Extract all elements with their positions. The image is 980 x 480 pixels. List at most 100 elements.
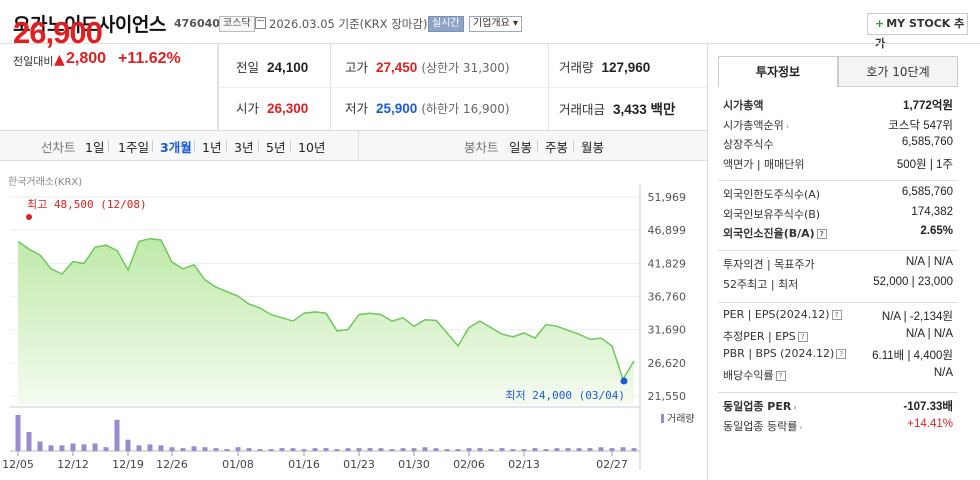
x-tick-label: 02/13 — [508, 458, 540, 471]
tab-separator — [537, 140, 538, 152]
volume-bar — [323, 448, 329, 451]
info-value: 6,585,760 — [901, 136, 953, 148]
y-tick-label: 36,760 — [648, 290, 687, 303]
x-tick-label: 01/16 — [288, 458, 320, 471]
volume-bar — [257, 449, 263, 451]
tab-orderbook-10[interactable]: 호가 10단계 — [838, 56, 958, 87]
help-icon[interactable]: ? — [831, 310, 842, 320]
info-row[interactable]: 동일업종 등락률 › +14.41% — [723, 418, 953, 437]
my-stock-add-button[interactable]: + MY STOCK 추가 — [867, 13, 968, 50]
volume-bar — [92, 443, 98, 451]
volume-bar — [554, 448, 560, 451]
volume-bar — [81, 444, 87, 451]
tab-separator — [152, 140, 153, 152]
price-box — [0, 44, 218, 130]
volume-bar — [279, 448, 285, 451]
volume-bar — [510, 449, 516, 451]
volume-bar — [235, 447, 241, 451]
info-divider — [718, 250, 958, 251]
chevron-right-icon: › — [799, 422, 803, 432]
volume-bar — [455, 449, 461, 451]
volume-bar — [367, 448, 373, 451]
stat-value: 25,900 — [376, 101, 418, 116]
upper-limit: (상한가 31,300) — [421, 61, 510, 75]
tab-separator — [290, 140, 291, 152]
info-row: 외국인보유주식수(B) 174,382 — [723, 206, 953, 225]
chevron-right-icon: › — [793, 403, 797, 412]
info-value: 174,382 — [911, 205, 953, 218]
info-row: PER | EPS(2024.12)? N/A | -2,134원 — [723, 308, 953, 327]
info-value: 6,585,760 — [901, 186, 953, 198]
stat-amount: 거래대금 3,433 백만 — [559, 98, 675, 118]
info-key: 외국인보유주식수(B) — [723, 207, 821, 221]
panel-divider — [707, 44, 708, 480]
info-value: 6.11배 | 4,400원 — [872, 350, 953, 362]
tab-daily[interactable]: 일봉 — [509, 140, 533, 155]
volume-bar — [609, 448, 615, 451]
volume-bar — [37, 441, 43, 451]
info-key: 배당수익률? — [723, 367, 786, 383]
tab-weekly[interactable]: 주봉 — [545, 140, 569, 155]
tab-invest-info[interactable]: 투자정보 — [718, 56, 838, 87]
tab-1w[interactable]: 1주일 — [118, 140, 149, 155]
tab-3y[interactable]: 3년 — [234, 140, 254, 155]
help-icon[interactable]: ? — [816, 229, 827, 239]
tab-separator — [108, 140, 109, 152]
volume-bar — [411, 448, 417, 451]
tab-1y[interactable]: 1년 — [202, 140, 222, 155]
realtime-button[interactable]: 실시간 — [428, 16, 464, 32]
change-value: 2,800 — [66, 50, 107, 67]
info-key: PBR | BPS (2024.12)? — [723, 347, 847, 360]
volume-bar — [576, 448, 582, 451]
info-key: 투자의견 | 목표주가 — [723, 258, 815, 271]
volume-bar — [400, 448, 406, 451]
tab-underline-gap — [719, 86, 837, 87]
stat-label: 시가 — [236, 101, 260, 116]
line-chart-label: 선차트 — [41, 140, 76, 155]
volume-bar — [158, 445, 164, 451]
volume-bar — [378, 448, 384, 451]
volume-bar — [444, 449, 450, 451]
stat-label: 거래대금 — [559, 102, 606, 117]
stock-code: 476040 — [174, 17, 220, 30]
info-key: 시가총액 — [723, 99, 764, 112]
info-value: N/A — [933, 366, 953, 379]
tab-separator — [226, 140, 227, 152]
info-value: 코스닥 547위 — [888, 119, 953, 132]
info-row: 외국인한도주식수(A) 6,585,760 — [723, 186, 953, 205]
stat-label: 거래량 — [559, 60, 594, 75]
y-tick-label: 26,620 — [648, 357, 687, 370]
stat-value: 24,100 — [267, 60, 309, 75]
volume-bar — [620, 447, 626, 451]
tab-1d[interactable]: 1일 — [85, 140, 105, 155]
info-row[interactable]: 동일업종 PER › -107.33배 — [723, 398, 953, 417]
header-divider — [0, 43, 980, 44]
stat-prev: 전일 24,100 — [236, 57, 308, 76]
info-row: 시가총액 1,772억원 — [723, 97, 953, 116]
tab-5y[interactable]: 5년 — [266, 140, 286, 155]
x-tick-label: 01/08 — [222, 458, 254, 471]
help-icon[interactable]: ? — [797, 331, 808, 342]
volume-bar — [356, 448, 362, 451]
info-key: 추정PER | EPS? — [723, 328, 808, 344]
help-icon[interactable]: ? — [775, 370, 786, 381]
info-value: 500원 | 1주 — [896, 158, 953, 171]
tab-10y[interactable]: 10년 — [298, 140, 326, 155]
tab-3m[interactable]: 3개월 — [160, 140, 192, 155]
volume-bar — [598, 447, 604, 451]
high-label: 최고 48,500 (12/08) — [27, 198, 147, 211]
stat-label: 저가 — [345, 101, 369, 116]
volume-bar — [543, 449, 549, 451]
help-icon[interactable]: ? — [836, 349, 847, 359]
info-row[interactable]: 시가총액순위 › 코스닥 547위 — [723, 117, 953, 136]
candle-chart-label: 봉차트 — [464, 140, 499, 155]
volume-bar — [191, 446, 197, 451]
volume-bar — [136, 445, 142, 451]
my-stock-label: MY STOCK 추가 — [875, 17, 965, 50]
info-row: 추정PER | EPS? N/A | N/A — [723, 328, 953, 347]
volume-legend-label: 거래량 — [667, 413, 695, 425]
price-chart[interactable]: 최고 48,500 (12/08) 최저 24,000 (03/04) 51,96… — [0, 162, 707, 480]
tab-monthly[interactable]: 월봉 — [581, 140, 605, 155]
info-key: 시가총액순위 › — [723, 118, 789, 132]
corp-overview-dropdown[interactable]: 기업개요 ▾ — [469, 16, 522, 32]
